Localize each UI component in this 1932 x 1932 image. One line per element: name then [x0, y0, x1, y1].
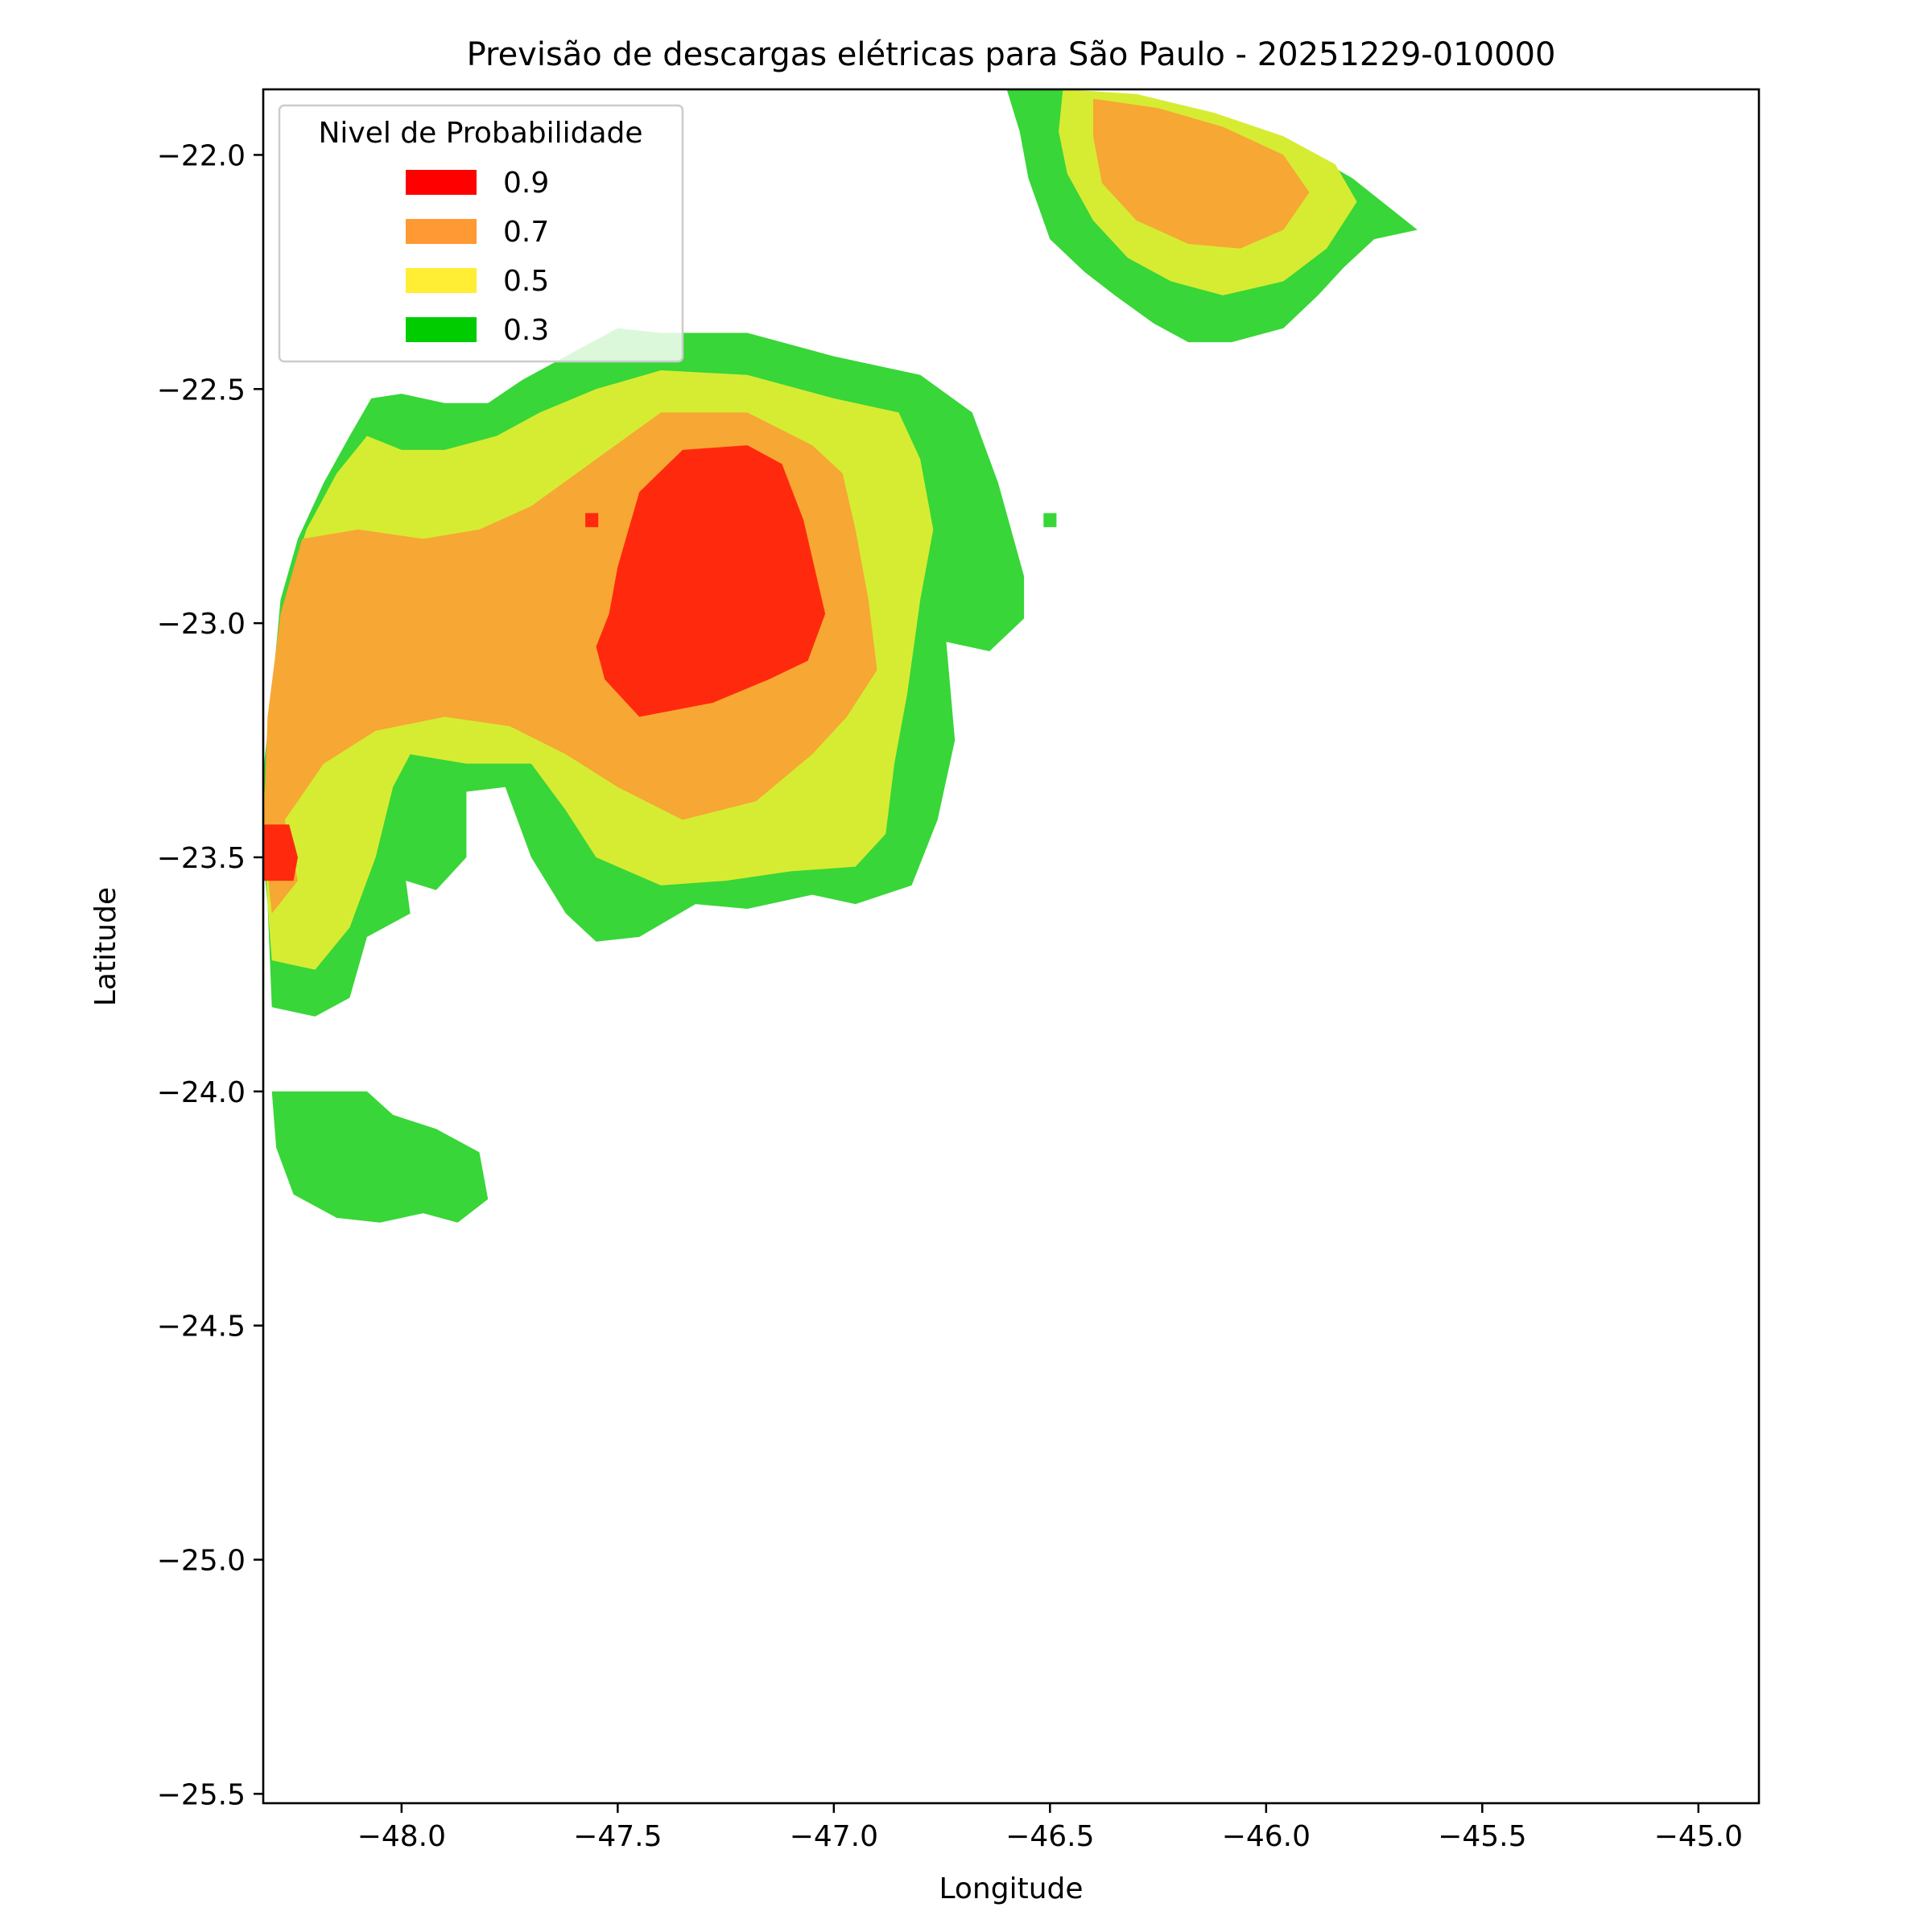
- northeast-cluster-level-07-region: [1093, 98, 1310, 249]
- x-tick-label: −46.0: [1222, 1820, 1311, 1853]
- isolated-dot-level-03-region: [1043, 513, 1057, 527]
- isolated-dot-level-09-region: [585, 513, 599, 527]
- legend-entry-label: 0.9: [503, 167, 549, 200]
- legend: Nivel de Probabilidade 0.9 0.7 0.5 0.3: [278, 104, 684, 363]
- legend-swatch: [406, 219, 477, 244]
- x-axis: −48.0 −47.5 −47.0 −46.5 −46.0 −45.5 −45.0: [357, 1803, 1743, 1853]
- y-tick-label: −24.5: [157, 1311, 246, 1344]
- y-tick-label: −24.0: [157, 1076, 246, 1109]
- x-tick-label: −45.5: [1438, 1820, 1526, 1853]
- probability-regions: [263, 89, 1418, 1223]
- x-tick-label: −46.5: [1005, 1820, 1094, 1853]
- legend-swatch: [406, 170, 477, 195]
- y-axis-label: Latitude: [89, 887, 122, 1006]
- south-cluster-level-03-region: [271, 1091, 489, 1223]
- west-cluster-level-09-region: [596, 445, 826, 717]
- legend-title: Nivel de Probabilidade: [318, 117, 642, 150]
- plot-frame: [262, 88, 1761, 1805]
- y-tick-label: −22.0: [157, 139, 246, 172]
- x-tick-label: −48.0: [357, 1820, 446, 1853]
- x-tick-label: −45.0: [1654, 1820, 1743, 1853]
- legend-swatch: [406, 268, 477, 293]
- legend-entry-label: 0.7: [503, 216, 549, 249]
- legend-entry-label: 0.3: [503, 314, 549, 347]
- chart-title: Previsão de descargas elétricas para São…: [467, 36, 1556, 73]
- legend-swatch: [406, 317, 477, 342]
- y-tick-label: −25.0: [157, 1545, 246, 1578]
- y-tick-label: −23.0: [157, 608, 246, 641]
- x-tick-label: −47.0: [790, 1820, 878, 1853]
- y-tick-label: −22.5: [157, 374, 246, 407]
- legend-box: [278, 104, 684, 363]
- x-axis-label: Longitude: [939, 1872, 1083, 1905]
- y-tick-label: −23.5: [157, 842, 246, 875]
- y-tick-label: −25.5: [157, 1778, 246, 1811]
- x-tick-label: −47.5: [573, 1820, 662, 1853]
- legend-entry-label: 0.5: [503, 265, 549, 298]
- west-edge-cell-level-09-region: [263, 824, 298, 881]
- y-axis: −22.0 −22.5 −23.0 −23.5 −24.0 −24.5 −25.0 −25.5: [157, 139, 263, 1811]
